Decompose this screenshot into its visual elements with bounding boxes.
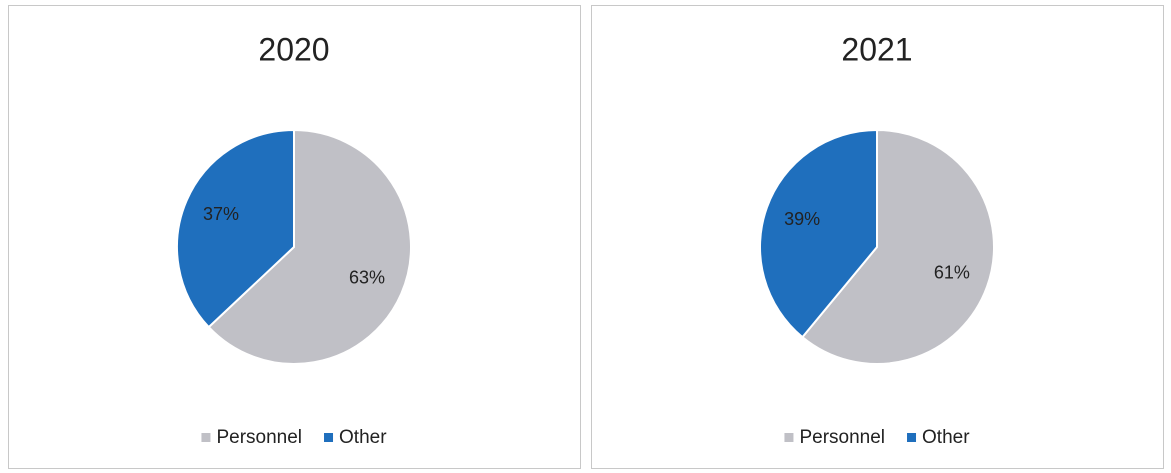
data-label: 37% [203,204,239,224]
legend-swatch [201,433,211,442]
pie-slice [801,128,995,365]
chart-title: 2021 [841,31,912,67]
legend-swatch [324,433,334,442]
legend-label: Other [339,427,387,448]
pie-slice [759,128,878,339]
pie-slice [207,128,412,365]
legend-swatch [784,433,794,442]
legend-label: Personnel [799,427,885,448]
pie-slice [176,128,295,329]
data-label: 63% [349,267,385,287]
data-label: 39% [784,209,820,229]
legend-swatch [907,433,917,442]
legend-label: Other [922,427,970,448]
legend-label: Personnel [216,427,302,448]
data-label: 61% [934,263,970,283]
chart-title: 2020 [258,31,329,67]
